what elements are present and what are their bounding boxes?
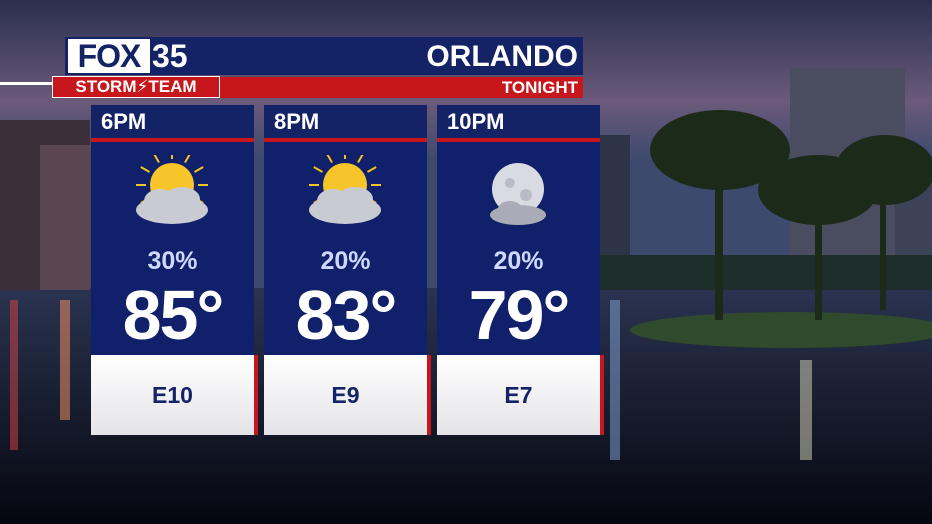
- wind-panel: [437, 355, 600, 435]
- card-edge: [427, 355, 431, 435]
- forecast-card: 10PM 20% 79° E7: [437, 105, 604, 435]
- weather-icon: [136, 155, 208, 224]
- forecast-card: 8PM 20% 83° E9: [264, 105, 431, 435]
- card-divider: [437, 138, 600, 142]
- wind-panel: [264, 355, 427, 435]
- wind-panel: [91, 355, 254, 435]
- forecast-card: 6PM 30% 85° E10: [91, 105, 258, 435]
- card-edge: [254, 355, 258, 435]
- time-label: 10PM: [437, 105, 600, 138]
- lead-line: [0, 82, 52, 85]
- location: ORLANDO: [426, 40, 578, 73]
- weather-icon: [490, 163, 546, 225]
- temperature: 83°: [295, 276, 398, 354]
- card-divider: [264, 138, 427, 142]
- precip-chance: 30%: [147, 247, 198, 275]
- time-label: 6PM: [91, 105, 254, 138]
- card-divider: [91, 138, 254, 142]
- period: TONIGHT: [501, 78, 578, 97]
- weather-icon: [309, 155, 381, 224]
- time-label: 8PM: [264, 105, 427, 138]
- logo-channel: 35: [152, 38, 188, 74]
- wind: E10: [152, 382, 193, 408]
- card-edge: [600, 355, 604, 435]
- temperature: 79°: [468, 276, 571, 354]
- storm-team: STORM⚡TEAM: [52, 76, 220, 98]
- temperature: 85°: [122, 276, 225, 354]
- wind: E9: [331, 382, 360, 408]
- logo-fox: FOX: [68, 39, 150, 73]
- precip-chance: 20%: [320, 247, 371, 275]
- precip-chance: 20%: [493, 247, 544, 275]
- header-bar: [65, 37, 583, 75]
- wind: E7: [504, 382, 533, 408]
